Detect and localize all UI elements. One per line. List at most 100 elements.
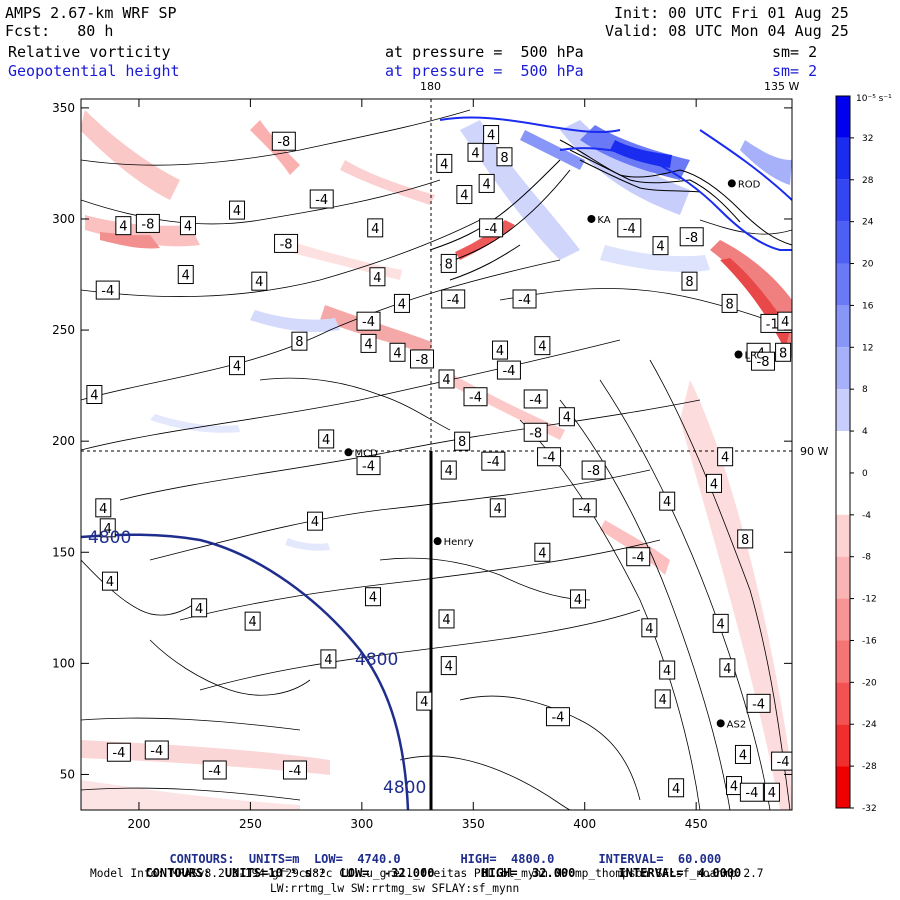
- contour-label: -4: [106, 742, 131, 762]
- contour-label: -4: [496, 360, 521, 380]
- contour-label: -8: [751, 351, 776, 371]
- contour-label-text: 4: [538, 546, 546, 561]
- colorbar-tick-label: -8: [862, 553, 871, 563]
- forecast-hour: Fcst: 80 h: [5, 22, 114, 40]
- contour-label-box: [739, 782, 764, 802]
- colorbar-tick-label: 24: [862, 218, 874, 228]
- contour-label-box: [483, 125, 500, 145]
- contour-label-box: [479, 218, 504, 238]
- contour-label-text: -4: [623, 222, 636, 237]
- contour-label-box: [534, 336, 551, 356]
- contour-label-text: 8: [685, 275, 693, 290]
- contour-label: 4: [389, 342, 406, 362]
- contour-label-box: [369, 267, 386, 287]
- contour-label-text: -8: [280, 237, 293, 252]
- contour-label-text: 4: [445, 660, 453, 675]
- contour-label-box: [558, 407, 575, 427]
- height-contour-info: CONTOURS: UNITS=m LOW= 4740.0: [155, 838, 401, 866]
- contour-label-box: [364, 587, 381, 607]
- contour-label-box: [360, 333, 377, 353]
- contour-label-box: [177, 265, 194, 285]
- contour-label-text: -4: [502, 364, 515, 379]
- contour-label: 4: [652, 236, 669, 256]
- colorbar-tick-label: 4: [862, 427, 868, 437]
- contour-label: 4: [777, 311, 792, 331]
- station-marker: [587, 214, 596, 223]
- height-contour-high: HIGH= 4800.0: [446, 838, 554, 866]
- model-title: AMPS 2.67-km WRF SP: [5, 4, 177, 22]
- colorbar-tick-label: -32: [862, 804, 877, 814]
- contour-label-box: [496, 360, 521, 380]
- contour-label: -4: [626, 547, 651, 567]
- contour-label: -8: [581, 460, 606, 480]
- colorbar-swatch: [836, 724, 850, 767]
- contour-label-box: [534, 542, 551, 562]
- contour-label-box: [86, 385, 103, 405]
- contour-label-text: 4: [723, 662, 731, 677]
- x-tick-label: 450: [685, 817, 708, 831]
- colorbar-swatch: [836, 96, 850, 138]
- contour-label-box: [626, 547, 651, 567]
- contour-label-box: [746, 693, 771, 713]
- height-contour-units: CONTOURS: UNITS=m LOW= 4740.0: [169, 852, 401, 866]
- vort-high-label: HIGH= 32.000: [481, 866, 576, 880]
- colorbar-tick-label: -24: [862, 720, 877, 730]
- contour-label-text: 4: [99, 502, 107, 517]
- contour-label-text: 4: [322, 433, 330, 448]
- contour-label: 4: [456, 185, 473, 205]
- contour-label-text: 4: [233, 360, 241, 375]
- contour-label-box: [763, 782, 780, 802]
- colorbar-swatch: [836, 598, 850, 641]
- height-label-4800-bottom: 4800: [383, 778, 426, 798]
- contour-label: 4: [367, 218, 384, 238]
- contour-label-box: [389, 342, 406, 362]
- contour-label-text: 4: [717, 617, 725, 632]
- contour-label-text: -8: [416, 353, 429, 368]
- contour-label-text: 4: [311, 515, 319, 530]
- contour-label: -8: [523, 422, 548, 442]
- contour-label-box: [523, 422, 548, 442]
- contour-label: 4: [320, 649, 337, 669]
- contour-label-text: -4: [288, 764, 301, 779]
- contour-label: 4: [440, 656, 457, 676]
- contour-label-text: 4: [440, 157, 448, 172]
- contour-label-text: -4: [632, 551, 645, 566]
- contour-label-text: -4: [529, 393, 542, 408]
- contour-label-box: [570, 589, 587, 609]
- colorbar-tick-label: 28: [862, 176, 874, 186]
- contour-label-text: 8: [500, 151, 508, 166]
- y-tick-label: 300: [52, 212, 75, 226]
- contour-label: -4: [617, 218, 642, 238]
- contour-label: 4: [467, 142, 484, 162]
- contour-label-text: 4: [538, 340, 546, 355]
- contour-label-box: [537, 447, 562, 467]
- y-tick-label: 200: [52, 434, 75, 448]
- contour-label: -4: [746, 693, 771, 713]
- contour-label: -8: [135, 213, 160, 233]
- contour-label: 4: [734, 744, 751, 764]
- contour-label-text: -8: [277, 135, 290, 150]
- contour-label: 4: [416, 691, 433, 711]
- contour-label-text: -8: [141, 217, 154, 232]
- station-marker: [734, 350, 743, 359]
- contour-label: 4: [177, 265, 194, 285]
- contour-label-box: [99, 518, 116, 538]
- contour-label-box: [229, 200, 246, 220]
- contour-label-box: [679, 227, 704, 247]
- contour-label-box: [712, 613, 729, 633]
- contour-label-text: 8: [295, 335, 303, 350]
- contour-label: -8: [410, 349, 435, 369]
- contour-label-box: [244, 611, 261, 631]
- contour-label-box: [440, 253, 457, 273]
- contour-label-box: [717, 447, 734, 467]
- contour-label-box: [367, 218, 384, 238]
- contour-label: -8: [679, 227, 704, 247]
- contour-label-box: [101, 571, 118, 591]
- contour-label: -4: [479, 218, 504, 238]
- height-label-4800-left: 4800: [88, 528, 131, 548]
- colorbar-unit: 10⁻⁵ s⁻¹: [856, 94, 892, 104]
- contour-label-text: 4: [739, 748, 747, 763]
- contour-label-text: -4: [315, 193, 328, 208]
- contour-label-box: [191, 598, 208, 618]
- contour-label-box: [681, 271, 698, 291]
